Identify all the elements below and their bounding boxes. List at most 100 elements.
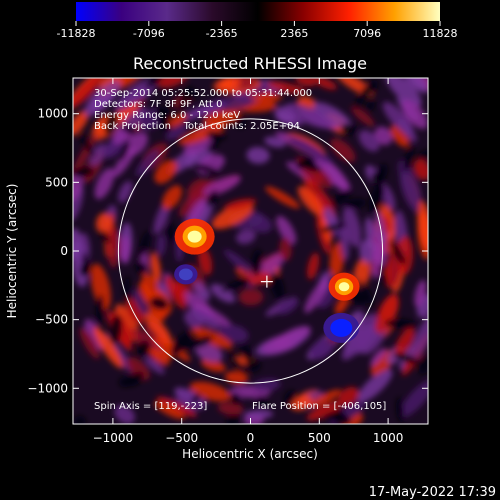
texture-blob: [154, 159, 178, 184]
texture-blob: [165, 275, 187, 309]
texture-blob: [165, 124, 188, 140]
texture-blob: [309, 389, 342, 408]
texture-blob: [193, 281, 211, 301]
texture-blob: [79, 327, 100, 360]
negative-core: [330, 318, 353, 337]
texture-dark-blob: [205, 190, 219, 207]
texture-blob: [252, 378, 281, 392]
colorbar: [76, 2, 440, 21]
texture-blob: [339, 224, 350, 261]
texture-dark-blob: [365, 100, 376, 112]
texture-dark-blob: [206, 131, 227, 140]
texture-blob: [156, 234, 166, 257]
texture-dark-blob: [136, 340, 151, 357]
annotation-method-counts: Back Projection Total counts: 2.05E+04: [94, 121, 300, 132]
colorbar-tick-label: 2365: [280, 27, 308, 40]
texture-blob: [276, 215, 297, 245]
texture-blob: [311, 153, 350, 192]
annotation-energy-range: Energy Range: 6.0 - 12.0 keV: [94, 110, 240, 121]
texture-blob: [277, 298, 299, 315]
texture-blob: [217, 402, 244, 415]
texture-blob: [236, 229, 256, 245]
texture-blob: [126, 357, 150, 381]
flare-position-label: Flare Position = [-406,105]: [252, 401, 386, 412]
texture-dark-blob: [190, 393, 201, 405]
texture-blob: [84, 80, 121, 117]
texture-blob: [144, 312, 172, 344]
texture-dark-blob: [109, 314, 123, 345]
texture-dark-blob: [358, 279, 375, 307]
texture-blob: [353, 257, 371, 287]
texture-blob: [330, 138, 356, 163]
colorbar-tick-label: -11828: [57, 27, 96, 40]
annotation-detectors: Detectors: 7F 8F 9F, Att 0: [94, 99, 222, 110]
y-tick-label: 0: [60, 244, 68, 258]
texture-dark-blob: [344, 198, 367, 209]
texture-blob: [73, 110, 89, 136]
texture-blob: [290, 395, 313, 411]
texture-blob: [397, 118, 417, 143]
texture-dark-blob: [138, 230, 151, 258]
texture-dark-blob: [330, 411, 352, 424]
y-tick-label: 500: [45, 175, 68, 189]
texture-blob: [149, 347, 170, 366]
texture-dark-blob: [220, 278, 250, 293]
texture-dark-blob: [103, 110, 119, 136]
source-peak: [187, 230, 202, 243]
texture-blob: [312, 102, 352, 129]
texture-dark-blob: [390, 241, 406, 266]
texture-blob: [94, 167, 115, 200]
texture-blob: [338, 386, 360, 406]
texture-blob: [273, 326, 311, 348]
texture-blob: [295, 78, 316, 87]
x-tick-label: 0: [247, 431, 255, 445]
texture-blob: [150, 252, 161, 283]
chart-title: Reconstructed RHESSI Image: [133, 54, 367, 73]
texture-blob: [90, 263, 111, 310]
texture-blob: [374, 126, 393, 146]
texture-blob: [397, 235, 414, 275]
texture-blob: [144, 356, 165, 375]
x-axis-label: Heliocentric X (arcsec): [182, 447, 318, 461]
texture-blob: [265, 186, 300, 209]
texture-blob: [287, 135, 333, 164]
colorbar-tick-label: -7096: [133, 27, 165, 40]
texture-blob: [73, 228, 81, 260]
texture-blob: [223, 198, 257, 211]
texture-blob: [73, 78, 105, 110]
texture-dark-blob: [154, 107, 171, 133]
annotation-block: 30-Sep-2014 05:25:52.000 to 05:31:44.000…: [94, 88, 312, 132]
texture-blob: [124, 132, 148, 157]
texture-blob: [399, 171, 420, 213]
texture-dark-blob: [229, 392, 242, 405]
texture-dark-blob: [269, 272, 285, 301]
texture-dark-blob: [368, 183, 385, 214]
texture-blob: [413, 159, 428, 181]
colorbar-tick-label: 7096: [353, 27, 381, 40]
y-axis-label: Heliocentric Y (arcsec): [5, 184, 19, 319]
texture-blob: [107, 226, 121, 269]
texture-dark-blob: [79, 262, 91, 277]
texture-blob: [219, 78, 241, 90]
texture-blob: [162, 185, 183, 210]
image-layer: [73, 78, 428, 424]
texture-blob: [358, 130, 380, 152]
texture-blob: [73, 133, 97, 177]
colorbar-tick-label: -2365: [206, 27, 238, 40]
texture-blob: [224, 370, 249, 385]
x-tick-label: 500: [308, 431, 331, 445]
colorbar-ticks: -11828 -7096 -2365 2365 7096 11828: [57, 21, 458, 40]
texture-dark-blob: [402, 145, 415, 173]
texture-blob: [114, 405, 135, 424]
texture-blob: [198, 247, 213, 276]
texture-blob: [166, 113, 188, 129]
timestamp: 17-May-2022 17:39: [369, 485, 496, 500]
y-tick-label: −500: [35, 313, 68, 327]
texture-blob: [297, 186, 324, 216]
texture-blob: [191, 308, 220, 330]
texture-blob: [202, 175, 241, 196]
x-axis-ticks: −1000 −500 0 500 1000: [93, 78, 403, 445]
colorbar-tick-label: 11828: [423, 27, 458, 40]
texture-blob: [311, 78, 337, 90]
x-tick-label: −1000: [93, 431, 134, 445]
